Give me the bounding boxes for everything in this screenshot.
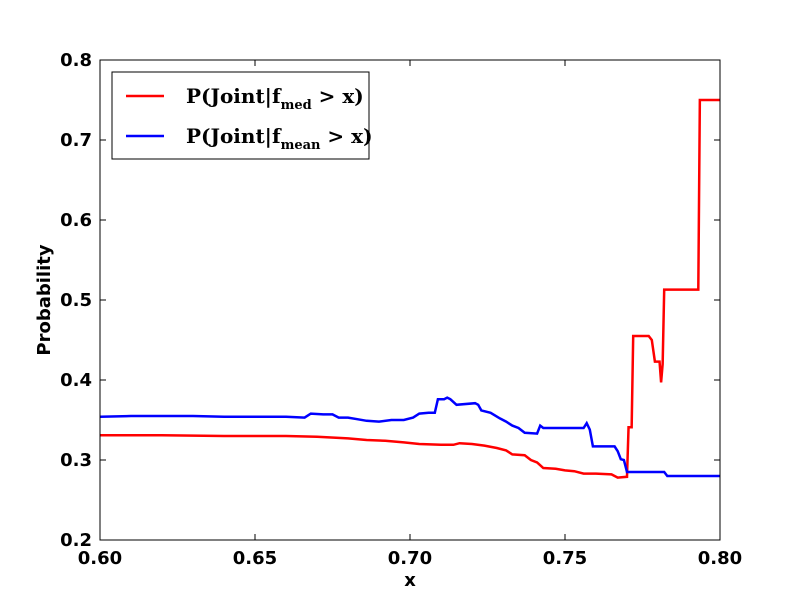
legend-box [111, 71, 370, 160]
series-line-med [100, 98, 720, 479]
legend: P(Joint|fmed > x) P(Joint|fmean > x) [111, 71, 373, 160]
x-tick-label: 0.75 [543, 548, 587, 569]
y-axis-label: Probability [34, 244, 55, 355]
x-tick-label: 0.70 [388, 548, 432, 569]
x-tick-label: 0.60 [78, 548, 122, 569]
y-tick-label: 0.2 [60, 530, 92, 551]
y-tick-label: 0.4 [60, 370, 92, 391]
x-tick-label: 0.80 [698, 548, 742, 569]
y-tick-label: 0.5 [60, 290, 92, 311]
ticks-layer: 0.60 0.65 0.70 0.75 0.80 0.2 0.3 0.4 0.5 0.6 0.7 0.… [60, 50, 742, 569]
y-tick-label: 0.7 [60, 130, 92, 151]
x-tick-label: 0.65 [233, 548, 277, 569]
series-layer [100, 98, 720, 479]
y-tick-label: 0.8 [60, 50, 92, 71]
legend-label: P(Joint|fmed > x) [186, 84, 364, 113]
y-tick-label: 0.3 [60, 450, 92, 471]
legend-label: P(Joint|fmean > x) [186, 124, 373, 153]
series-line-mean [100, 396, 720, 478]
y-tick-label: 0.6 [60, 210, 92, 231]
x-axis-label: x [404, 570, 416, 591]
